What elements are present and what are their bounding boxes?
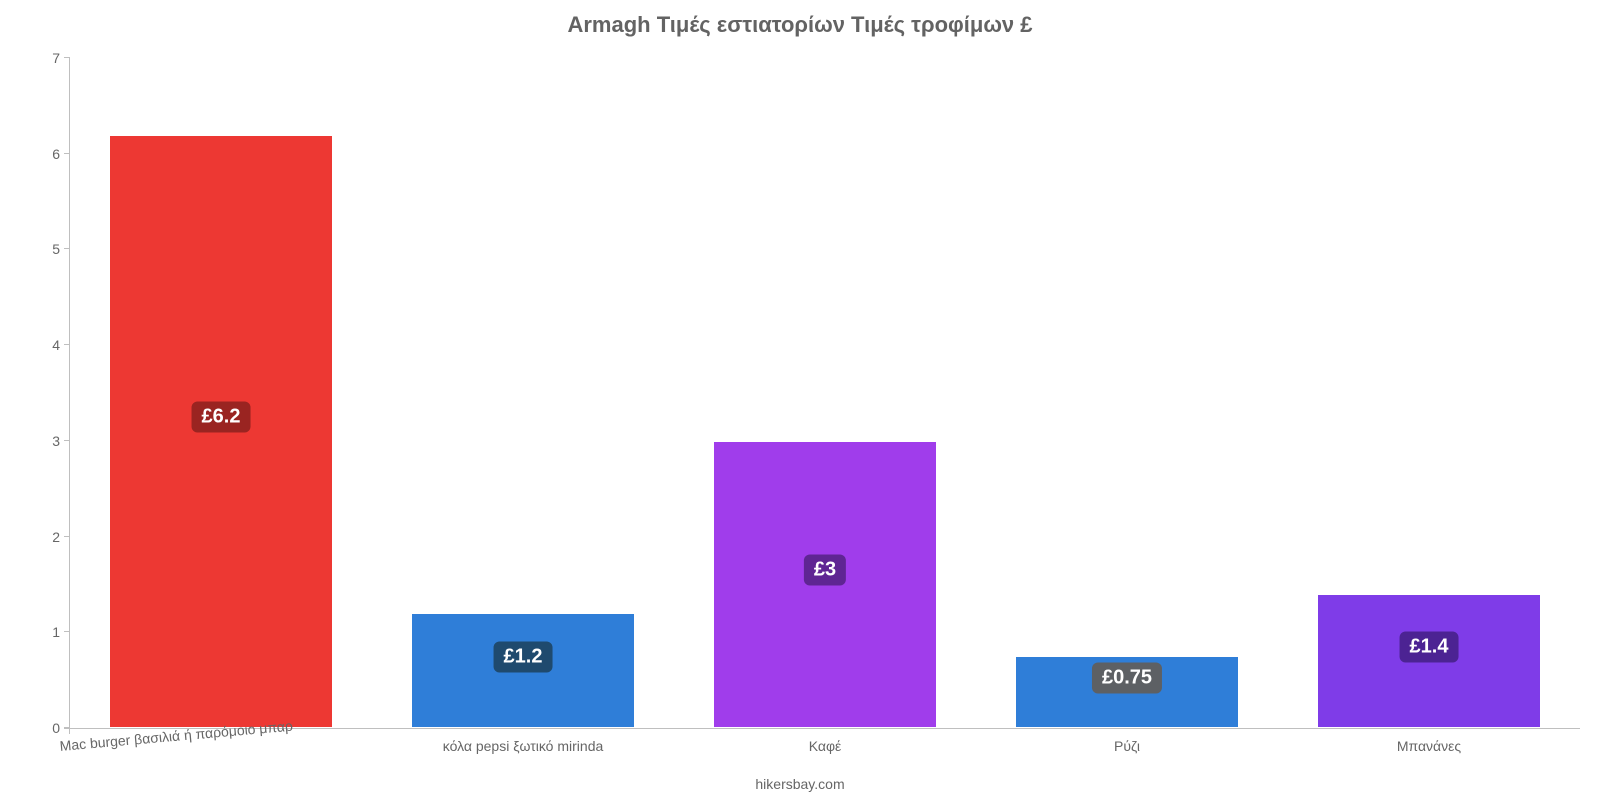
y-tick-label: 6 xyxy=(52,146,70,162)
y-tick-mark xyxy=(64,57,70,58)
y-tick-mark xyxy=(64,727,70,728)
plot-area: 01234567£6.2Mac burger βασιλιά ή παρόμοι… xyxy=(70,58,1580,728)
credit-text: hikersbay.com xyxy=(0,776,1600,792)
bar-value-label: £1.2 xyxy=(494,641,553,672)
y-tick-mark xyxy=(64,536,70,537)
chart: Armagh Τιμές εστιατορίων Τιμές τροφίμων … xyxy=(0,0,1600,800)
y-tick-label: 3 xyxy=(52,433,70,449)
y-tick-label: 5 xyxy=(52,241,70,257)
y-tick-mark xyxy=(64,631,70,632)
y-tick-mark xyxy=(64,248,70,249)
x-category-label: κόλα pepsi ξωτικό mirinda xyxy=(443,738,604,754)
y-tick-label: 1 xyxy=(52,624,70,640)
y-tick-mark xyxy=(64,440,70,441)
y-tick-mark xyxy=(64,153,70,154)
y-tick-label: 2 xyxy=(52,529,70,545)
bar-value-label: £6.2 xyxy=(192,402,251,433)
bar-value-label: £0.75 xyxy=(1092,663,1162,694)
x-category-label: Ρύζι xyxy=(1114,738,1140,754)
x-category-label: Μπανάνες xyxy=(1397,738,1461,754)
bar-value-label: £3 xyxy=(804,555,846,586)
bar-value-label: £1.4 xyxy=(1400,632,1459,663)
x-category-label: Καφέ xyxy=(809,738,842,754)
y-tick-label: 7 xyxy=(52,50,70,66)
y-tick-mark xyxy=(64,344,70,345)
y-tick-label: 0 xyxy=(52,720,70,736)
chart-title: Armagh Τιμές εστιατορίων Τιμές τροφίμων … xyxy=(0,12,1600,38)
y-tick-label: 4 xyxy=(52,337,70,353)
